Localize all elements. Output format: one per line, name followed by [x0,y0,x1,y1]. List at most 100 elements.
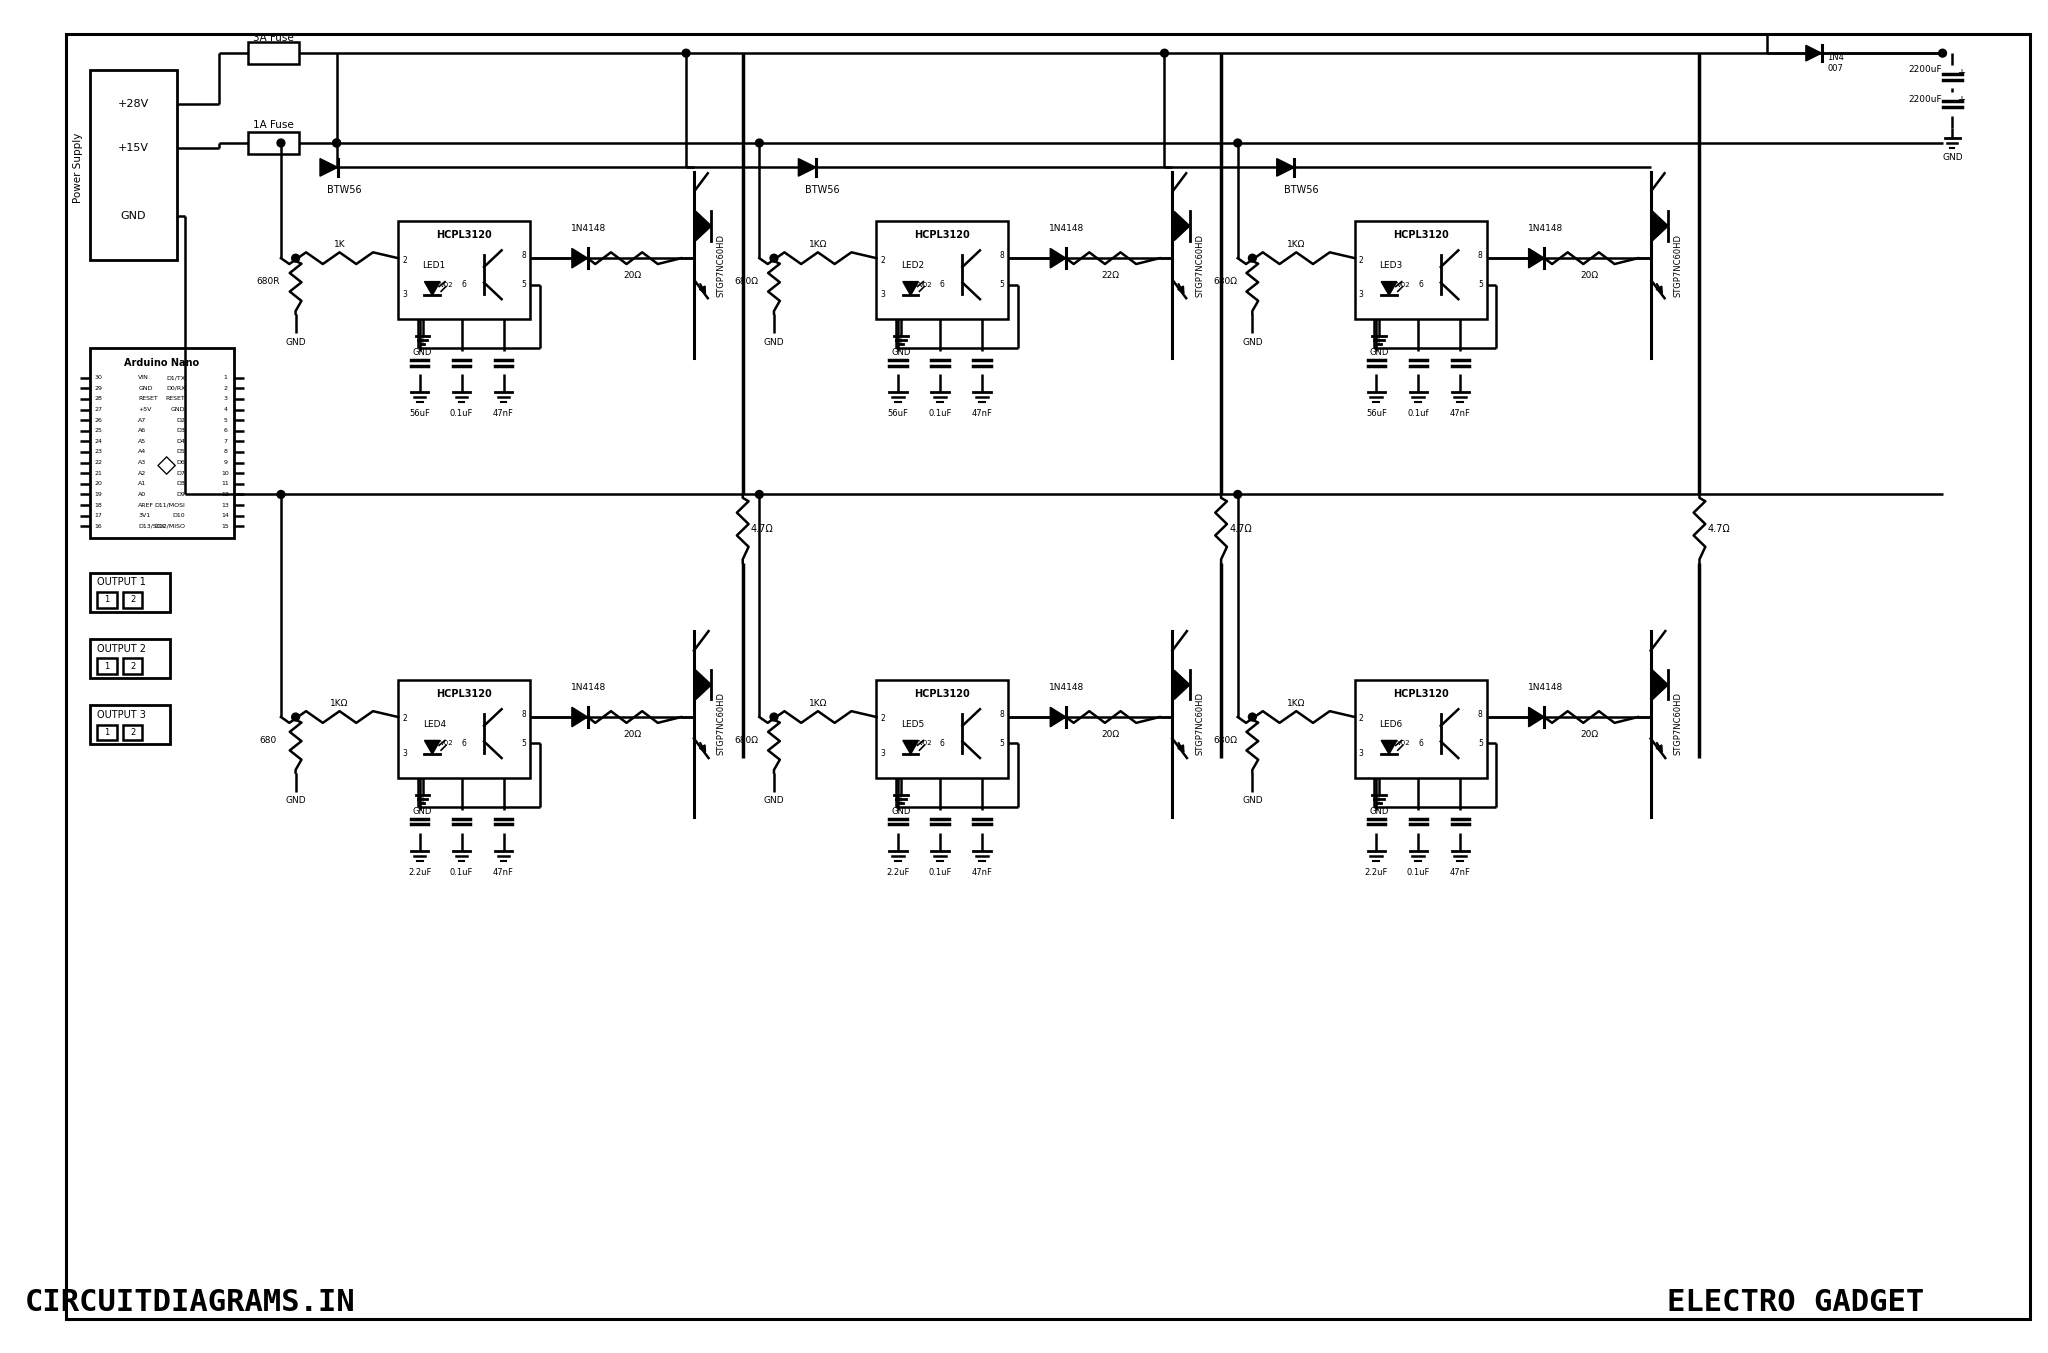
Text: A0: A0 [139,492,147,497]
Polygon shape [1528,249,1544,268]
Text: D3: D3 [176,429,184,433]
Text: RESET: RESET [139,396,158,402]
Circle shape [1939,49,1946,57]
Text: Power Supply: Power Supply [74,133,82,203]
Polygon shape [696,211,711,241]
Text: 1K: 1K [334,239,346,249]
Text: LED1: LED1 [422,261,446,271]
Circle shape [1249,254,1255,262]
Text: A6: A6 [139,429,147,433]
Text: 5: 5 [1479,280,1483,290]
Text: 2: 2 [1358,256,1364,265]
Text: 22: 22 [94,460,102,465]
Text: 47nF: 47nF [1450,409,1470,418]
Text: 7: 7 [223,438,227,444]
Text: 6: 6 [223,429,227,433]
Text: 5: 5 [1479,739,1483,748]
Text: D6: D6 [176,460,184,465]
Text: 3: 3 [401,748,408,758]
Circle shape [682,49,690,57]
Text: 5: 5 [520,739,526,748]
Text: +: + [895,336,903,346]
Bar [877,681,1008,778]
Text: 1N4
007: 1N4 007 [1827,53,1843,73]
Bar [1356,681,1487,778]
Bar [248,42,299,64]
Text: 1: 1 [223,375,227,380]
Text: GND: GND [170,407,184,413]
Text: V02: V02 [440,281,455,288]
Text: GND: GND [891,808,911,816]
Text: 1A Fuse: 1A Fuse [252,120,293,130]
Text: A4: A4 [139,449,147,455]
Text: VIN: VIN [139,375,150,380]
Text: 0.1uf: 0.1uf [1407,409,1430,418]
Circle shape [1233,139,1241,147]
Text: 1KΩ: 1KΩ [1286,700,1305,708]
Circle shape [332,139,340,147]
Text: 680R: 680R [256,277,281,285]
Bar [98,593,117,607]
Text: 8: 8 [223,449,227,455]
Text: HCPL3120: HCPL3120 [1393,230,1448,239]
Text: 6: 6 [940,739,944,748]
Text: STGP7NC60HD: STGP7NC60HD [1673,234,1683,296]
Circle shape [291,713,299,721]
Text: D0/RX: D0/RX [166,386,184,391]
Text: 15: 15 [221,524,229,529]
Circle shape [1161,49,1167,57]
Text: 1: 1 [104,728,111,737]
Text: 2: 2 [129,728,135,737]
Text: 8: 8 [522,250,526,260]
Polygon shape [1051,249,1065,268]
Text: 20: 20 [94,482,102,486]
Text: 4.7Ω: 4.7Ω [752,524,774,533]
Text: +: + [1374,796,1382,805]
Text: V02: V02 [1397,740,1411,747]
Text: D12/MISO: D12/MISO [154,524,184,529]
Text: 1KΩ: 1KΩ [330,700,348,708]
Text: OUTPUT 2: OUTPUT 2 [98,644,145,653]
Text: LED4: LED4 [422,720,446,729]
Text: 6: 6 [461,739,467,748]
Text: 0.1uF: 0.1uF [451,867,473,877]
Polygon shape [319,158,338,176]
Bar [877,221,1008,319]
Text: 22Ω: 22Ω [1102,271,1120,280]
Text: 12: 12 [221,492,229,497]
Text: 3: 3 [881,290,885,299]
Text: 2: 2 [1358,714,1364,724]
Text: A3: A3 [139,460,147,465]
Text: D8: D8 [176,482,184,486]
Text: V02: V02 [918,281,932,288]
Text: 2: 2 [401,714,408,724]
Polygon shape [1528,708,1544,727]
Polygon shape [1276,158,1294,176]
Text: 16: 16 [94,524,102,529]
Text: 47nF: 47nF [971,867,993,877]
Circle shape [276,491,285,498]
Text: D9: D9 [176,492,184,497]
Text: 1N4148: 1N4148 [1528,225,1563,233]
Text: A2: A2 [139,471,147,476]
Text: 2: 2 [129,595,135,605]
Circle shape [756,139,764,147]
Text: 0.1uF: 0.1uF [928,409,952,418]
Text: LED6: LED6 [1380,720,1403,729]
Text: 3: 3 [1358,748,1364,758]
Polygon shape [424,281,440,295]
Text: A7: A7 [139,418,147,422]
Text: GND: GND [414,808,432,816]
Text: LED3: LED3 [1380,261,1403,271]
Polygon shape [1806,46,1821,61]
Circle shape [1233,491,1241,498]
Circle shape [291,254,299,262]
Text: 1KΩ: 1KΩ [1286,239,1305,249]
Circle shape [276,139,285,147]
Text: GND: GND [764,797,784,805]
Text: 5: 5 [999,739,1004,748]
Text: 6: 6 [1419,280,1423,290]
Text: HCPL3120: HCPL3120 [436,230,492,239]
Text: ELECTRO GADGET: ELECTRO GADGET [1667,1288,1925,1318]
Text: 1N4148: 1N4148 [571,225,606,233]
